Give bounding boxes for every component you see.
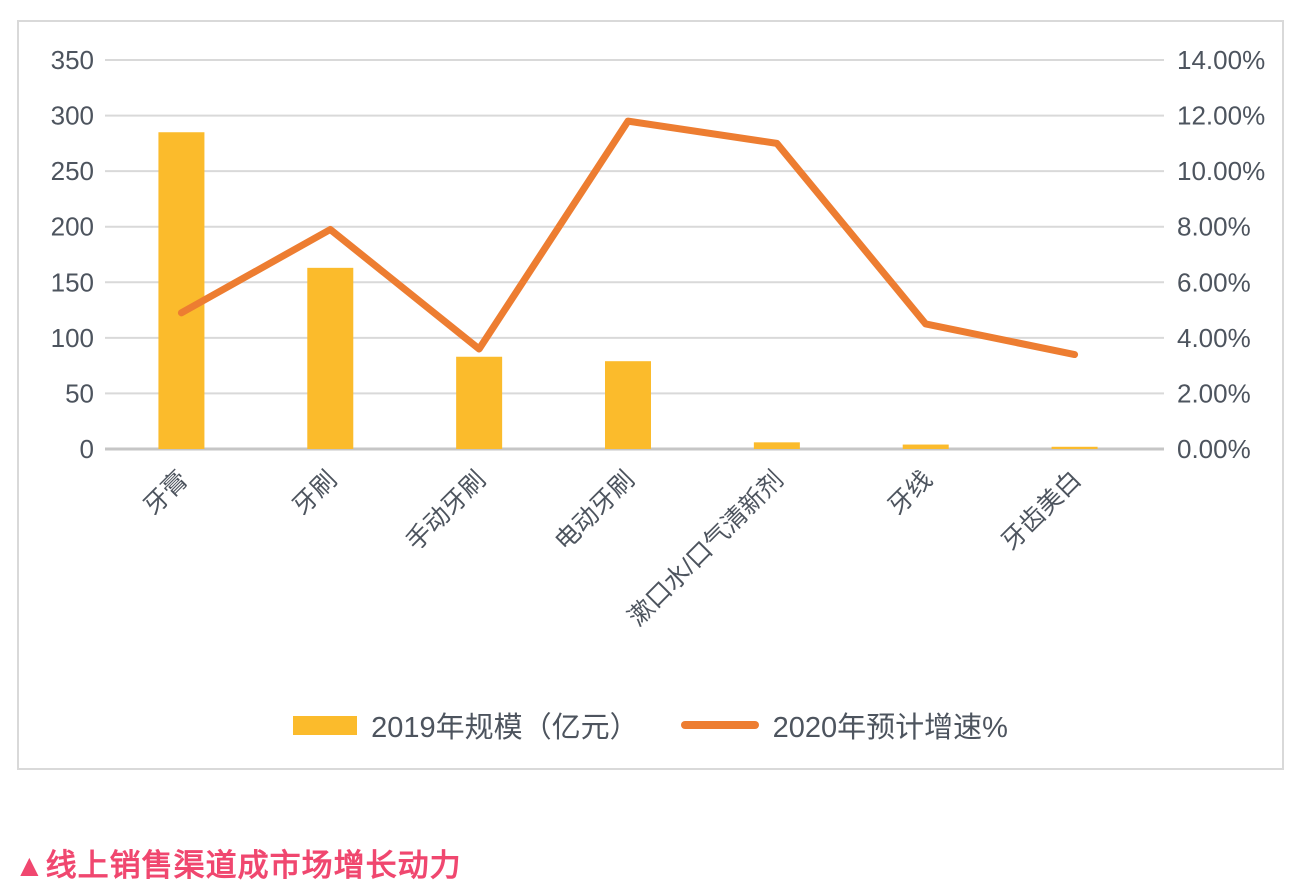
category-label-1: 牙刷 [287,465,342,520]
left-axis-tick-label: 350 [51,45,94,75]
right-axis-tick-label: 12.00% [1177,101,1265,131]
bar-5 [902,444,949,449]
right-axis-tick-label: 0.00% [1177,434,1251,464]
category-label-5: 牙线 [883,465,938,520]
line-series-swatch [680,721,759,729]
category-label-6: 牙齿美白 [996,465,1087,556]
bar-series-label: 2019年规模（亿元） [371,712,639,744]
section-caption: ▲线上销售渠道成市场增长动力 [14,848,462,883]
left-axis-tick-label: 200 [51,212,94,242]
chart-legend: 2019年规模（亿元） 2020年预计增速% [19,704,1282,746]
category-label-3: 电动牙刷 [550,465,641,556]
left-axis-tick-label: 300 [51,101,94,131]
left-axis-tick-label: 0 [80,434,94,464]
bar-series-swatch [293,715,358,735]
right-axis-tick-label: 6.00% [1177,267,1251,297]
right-axis-tick-label: 10.00% [1177,156,1265,186]
category-label-0: 牙膏 [139,465,194,520]
bar-1 [307,267,354,449]
right-axis-tick-label: 4.00% [1177,323,1251,353]
growth-line [177,117,1079,359]
bar-0 [158,132,205,449]
right-axis-tick-label: 8.00% [1177,212,1251,242]
bar-6 [1051,446,1098,449]
left-axis-tick-label: 100 [51,323,94,353]
combo-chart: 0 0.00% 50 2.00% 100 4.00% 150 6.00% 200 8.00% 250… [51,45,1266,632]
chart-panel: 0 0.00% 50 2.00% 100 4.00% 150 6.00% 200 8.00% 250… [17,20,1284,770]
right-axis-tick-label: 14.00% [1177,45,1265,75]
left-axis-tick-label: 250 [51,156,94,186]
line-series-label: 2020年预计增速% [772,712,1008,744]
bar-4 [753,442,800,449]
bar-2 [456,356,503,449]
left-axis-tick-label: 50 [65,378,94,408]
category-label-2: 手动牙刷 [401,465,492,556]
left-axis-tick-label: 150 [51,267,94,297]
category-label-4: 漱口水/口气清新剂 [623,465,789,631]
right-axis-tick-label: 2.00% [1177,378,1251,408]
bar-3 [605,361,651,449]
